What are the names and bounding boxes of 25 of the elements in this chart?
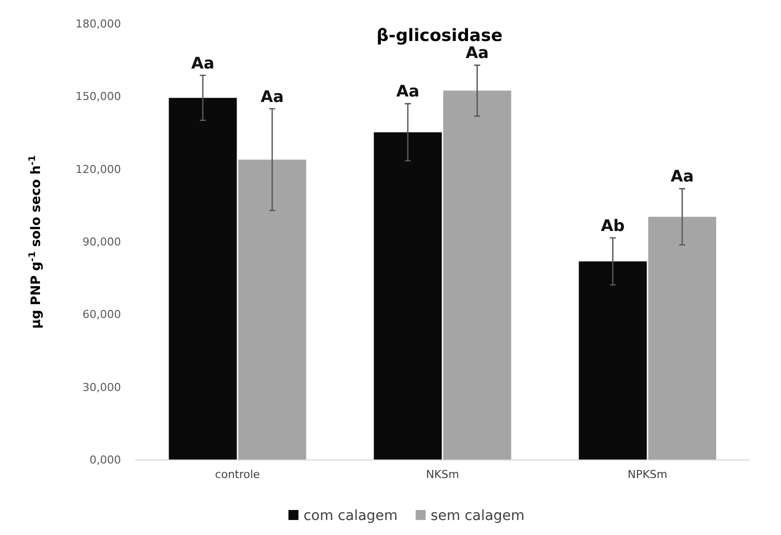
annotation: Aa — [396, 82, 420, 101]
y-tick-label: 60,000 — [82, 308, 121, 322]
legend-label: sem calagem — [430, 508, 525, 524]
bar — [578, 261, 647, 460]
bar — [443, 90, 512, 460]
x-tick-label: NKSm — [426, 468, 460, 481]
x-tick-label: NPKSm — [628, 468, 668, 481]
x-tick-label: controle — [215, 468, 260, 481]
annotation: Aa — [466, 43, 489, 62]
bar — [168, 98, 237, 460]
annotation: Aa — [191, 53, 214, 72]
y-tick-label: 0,000 — [90, 454, 121, 467]
y-tick-label: 150,000 — [76, 90, 121, 104]
bar — [374, 132, 442, 460]
legend-label: com calagem — [303, 508, 398, 524]
bar — [648, 216, 716, 460]
annotation: Aa — [670, 166, 694, 186]
y-tick-label: 180,000 — [76, 18, 121, 31]
y-tick-label: 90,000 — [82, 236, 121, 249]
y-tick-label: 30,000 — [82, 380, 121, 394]
y-tick-label: 120,000 — [76, 162, 121, 176]
chart-title: β-glicosidase — [376, 26, 503, 46]
bar — [238, 160, 306, 460]
annotation: Aa — [260, 86, 284, 106]
annotation: Ab — [600, 216, 625, 235]
